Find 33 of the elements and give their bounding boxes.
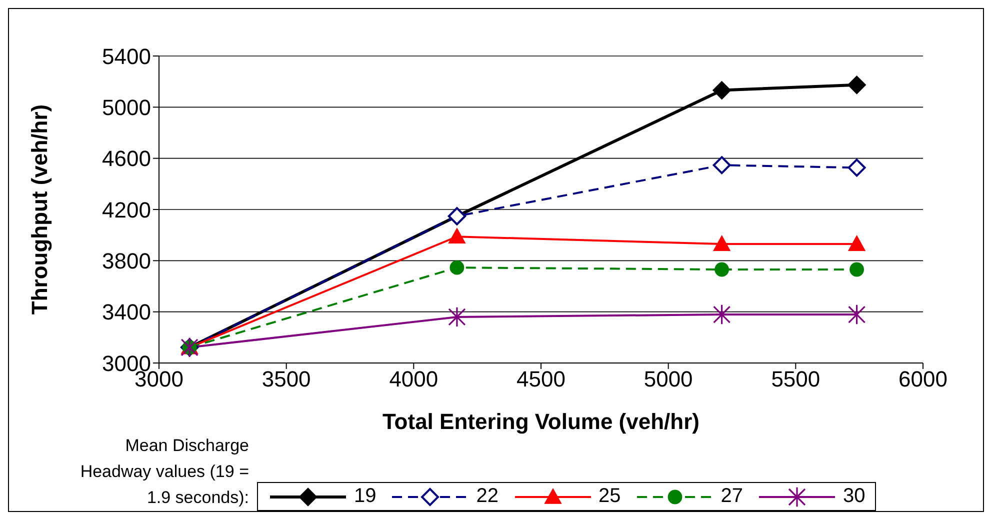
legend-label: 30 bbox=[843, 485, 866, 508]
x-axis-title: Total Entering Volume (veh/hr) bbox=[382, 409, 700, 434]
y-tick-label: 5400 bbox=[102, 44, 151, 69]
x-tick-label: 5000 bbox=[644, 366, 693, 392]
point bbox=[848, 236, 866, 251]
point bbox=[712, 156, 731, 174]
x-tick-label: 4000 bbox=[389, 366, 438, 392]
point bbox=[848, 304, 866, 325]
y-tick-label: 4200 bbox=[102, 197, 151, 222]
point bbox=[713, 236, 730, 251]
legend-label: 19 bbox=[354, 485, 376, 508]
legend-label: 25 bbox=[598, 485, 621, 508]
y-tick-label: 5000 bbox=[102, 94, 151, 120]
y-tick-label: 3800 bbox=[102, 248, 151, 274]
point bbox=[450, 260, 464, 275]
point bbox=[713, 304, 731, 325]
y-axis-title: Throughput (veh/hr) bbox=[26, 104, 52, 315]
y-tick-label: 4600 bbox=[102, 146, 151, 172]
x-tick-label: 5500 bbox=[771, 366, 820, 392]
point bbox=[448, 306, 466, 328]
x-tick-label: 3500 bbox=[262, 366, 311, 392]
legend-label: 27 bbox=[720, 485, 743, 508]
x-tick-label: 6000 bbox=[898, 366, 948, 392]
y-tick-label: 3400 bbox=[102, 300, 151, 325]
x-tick-label: 4500 bbox=[516, 366, 566, 392]
legend-title: Mean Discharge Headway values (19 = 1.9 seconds): bbox=[79, 435, 250, 509]
point bbox=[850, 262, 864, 277]
point bbox=[848, 158, 866, 177]
point bbox=[848, 76, 866, 94]
point bbox=[714, 262, 730, 277]
legend-label: 22 bbox=[476, 485, 498, 508]
point bbox=[448, 228, 466, 244]
point bbox=[712, 81, 731, 100]
